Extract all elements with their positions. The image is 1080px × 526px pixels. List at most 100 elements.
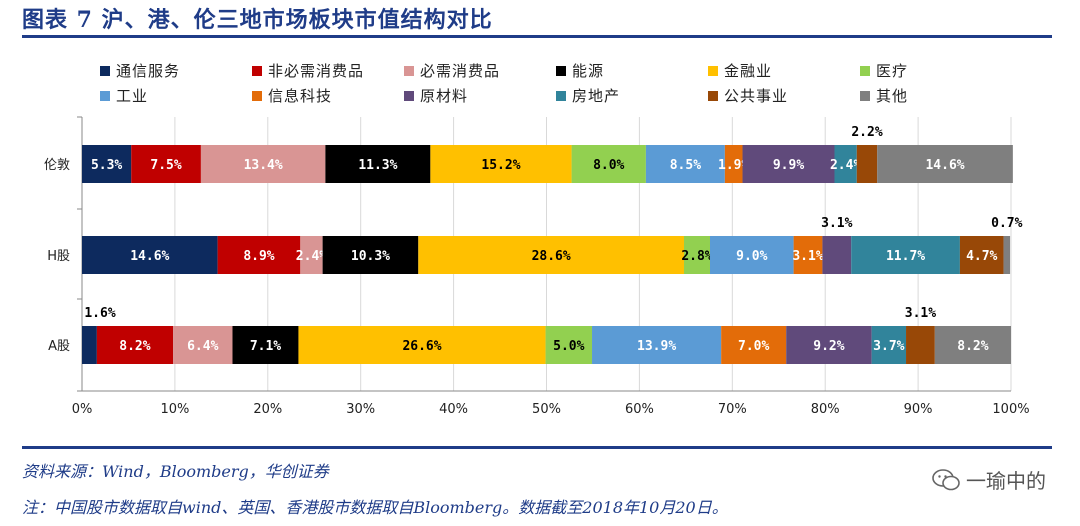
legend-swatch [860,90,870,101]
legend-label: 其他 [876,87,909,105]
x-tick-label: 30% [346,402,375,417]
data-label: 8.5% [670,158,701,173]
x-tick-label: 80% [811,402,840,417]
bar-segment [877,145,1013,183]
title-rule [22,35,1052,38]
bar-segment [871,326,907,364]
data-note: 注：中国股市数据取自wind、英国、香港股市数据取自Bloomberg。数据截至… [22,498,728,517]
legend-item: 工业 [100,85,148,106]
bar-segment [82,326,97,364]
bar-segment [571,145,646,183]
bar-segment [683,236,711,274]
data-label: 9.9% [773,158,804,173]
footer-rule [22,446,1052,449]
bar-segment [430,145,572,183]
wechat-icon [932,468,960,491]
bar-segment [856,145,878,183]
legend-label: 信息科技 [268,87,333,105]
data-label: 2.8% [681,249,712,264]
legend-label: 原材料 [420,87,469,105]
data-label: 8.2% [957,339,988,354]
legend-swatch [404,65,414,76]
legend-item: 必需消费品 [404,60,500,81]
data-label: 8.2% [119,339,150,354]
bar-segment [82,236,218,274]
data-label: 14.6% [130,249,169,264]
legend-item: 原材料 [404,85,468,106]
data-label: 26.6% [402,339,441,354]
data-label: 2.4% [830,158,861,173]
bar-segment [721,326,787,364]
x-tick-label: 50% [532,402,561,417]
bar-segment [300,236,323,274]
data-label: 10.3% [351,249,390,264]
data-label: 3.1% [905,306,936,321]
x-tick-label: 10% [160,402,189,417]
bar-segment [786,326,872,364]
data-label: 5.0% [553,339,584,354]
data-label: 2.2% [851,125,882,140]
source-note: 资料来源：Wind，Bloomberg，华创证券 [22,462,329,481]
legend-item: 能源 [556,60,604,81]
legend-item: 通信服务 [100,60,180,81]
chart-title: 图表 7 沪、港、伦三地市场板块市值结构对比 [22,7,493,33]
bar-segment [742,145,835,183]
legend-item: 非必需消费品 [252,60,364,81]
bar-segment [217,236,301,274]
bar-segment [645,145,725,183]
x-tick-label: 100% [992,402,1029,417]
data-label: 7.5% [150,158,181,173]
data-label: 9.0% [736,249,767,264]
legend-swatch [100,65,110,76]
x-tick-label: 20% [253,402,282,417]
legend-swatch [404,90,414,101]
x-tick-label: 90% [904,402,933,417]
x-tick-label: 70% [718,402,747,417]
legend-label: 工业 [116,87,149,105]
legend-swatch [252,65,262,76]
legend-swatch [708,65,718,76]
data-label: 11.3% [358,158,397,173]
stacked-bar-chart: 0% 10% 20% 30% 40% 50% 60% 70% 80% 90% 100% 伦敦 H股 A股 5… [44,116,1030,417]
watermark-text: 一瑜中的 [966,469,1046,493]
legend-label: 能源 [572,62,605,80]
legend-swatch [556,65,566,76]
bar-segment [1003,236,1011,274]
legend-item: 医疗 [860,60,908,81]
data-label: 15.2% [481,158,520,173]
legend-label: 公共事业 [724,87,789,105]
bar-segment [906,326,935,364]
bar-segment [96,326,174,364]
bar-segment [545,326,593,364]
data-label: 0.7% [991,216,1022,231]
data-label: 7.1% [250,339,281,354]
legend-swatch [100,90,110,101]
legend-item: 金融业 [708,60,772,81]
data-label: 13.9% [637,339,676,354]
category-label: A股 [48,339,70,354]
data-label: 4.7% [966,249,997,264]
legend-label: 通信服务 [116,62,181,80]
legend-label: 必需消费品 [420,62,501,80]
category-label: H股 [47,249,70,264]
legend-item: 信息科技 [252,85,332,106]
bar-segment [834,145,857,183]
data-label: 14.6% [925,158,964,173]
data-label: 8.9% [243,249,274,264]
data-label: 3.1% [821,216,852,231]
legend-swatch [556,90,566,101]
bar-segment [592,326,722,364]
legend-label: 金融业 [724,62,773,80]
x-tick-label: 0% [72,402,93,417]
data-label: 9.2% [813,339,844,354]
data-label: 8.0% [593,158,624,173]
x-tick-label: 60% [625,402,654,417]
bar-segment [232,326,299,364]
legend-item: 房地产 [556,85,620,106]
legend-swatch [860,65,870,76]
bar-segment [173,326,233,364]
legend-item: 其他 [860,85,908,106]
legend-label: 医疗 [876,62,909,80]
legend-swatch [252,90,262,101]
data-label: 3.1% [792,249,823,264]
